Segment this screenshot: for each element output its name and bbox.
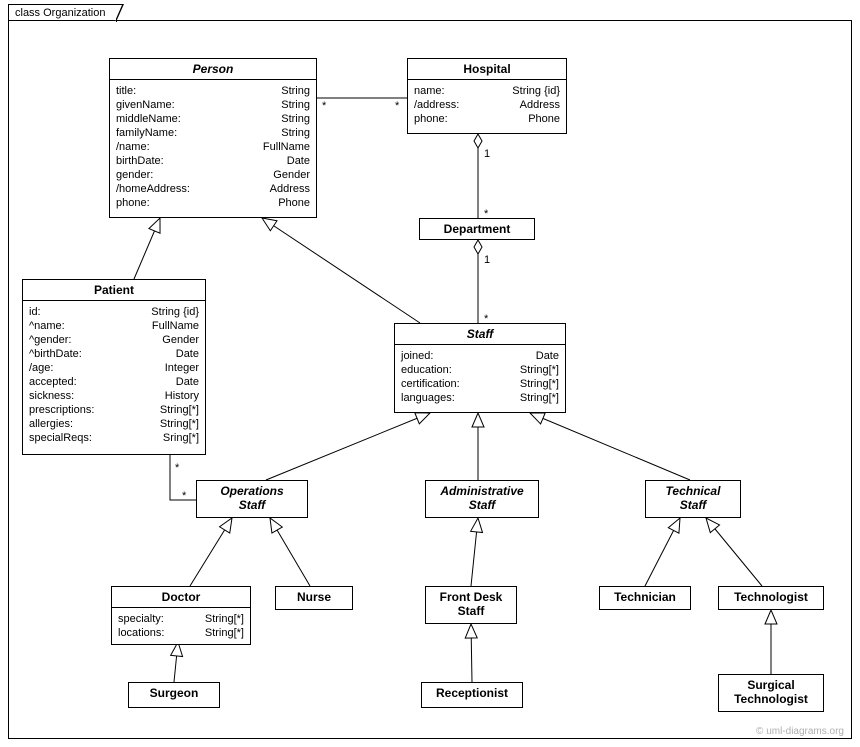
multiplicity-label: * — [175, 462, 179, 474]
multiplicity-label: * — [322, 100, 326, 112]
class-technician: Technician — [599, 586, 691, 610]
class-attrs: title:StringgivenName:StringmiddleName:S… — [110, 80, 316, 214]
multiplicity-label: * — [484, 313, 488, 325]
class-name: AdministrativeStaff — [426, 481, 538, 515]
attr-row: languages:String[*] — [401, 391, 559, 405]
class-surgeon: Surgeon — [128, 682, 220, 708]
class-name: Receptionist — [422, 683, 522, 703]
class-name: Staff — [395, 324, 565, 344]
class-name: OperationsStaff — [197, 481, 307, 515]
multiplicity-label: * — [395, 100, 399, 112]
class-attrs: id:String {id}^name:FullName^gender:Gend… — [23, 301, 205, 449]
class-technologist: Technologist — [718, 586, 824, 610]
class-name: Doctor — [112, 587, 250, 607]
attr-row: specialty:String[*] — [118, 612, 244, 626]
attr-row: /address:Address — [414, 98, 560, 112]
attr-row: certification:String[*] — [401, 377, 559, 391]
attr-row: prescriptions:String[*] — [29, 403, 199, 417]
attr-row: gender:Gender — [116, 168, 310, 182]
attr-row: /homeAddress:Address — [116, 182, 310, 196]
attr-row: education:String[*] — [401, 363, 559, 377]
attr-row: title:String — [116, 84, 310, 98]
watermark: © uml-diagrams.org — [756, 726, 844, 737]
class-doctor: Doctorspecialty:String[*]locations:Strin… — [111, 586, 251, 645]
class-adminstaff: AdministrativeStaff — [425, 480, 539, 518]
attr-row: phone:Phone — [414, 112, 560, 126]
class-receptionist: Receptionist — [421, 682, 523, 708]
class-person: Persontitle:StringgivenName:Stringmiddle… — [109, 58, 317, 218]
attr-row: phone:Phone — [116, 196, 310, 210]
class-name: TechnicalStaff — [646, 481, 740, 515]
attr-row: specialReqs:Sring[*] — [29, 431, 199, 445]
attr-row: sickness:History — [29, 389, 199, 403]
class-name: Technician — [600, 587, 690, 607]
attr-row: /age:Integer — [29, 361, 199, 375]
attr-row: givenName:String — [116, 98, 310, 112]
class-attrs: joined:Dateeducation:String[*]certificat… — [395, 345, 565, 409]
attr-row: ^name:FullName — [29, 319, 199, 333]
attr-row: familyName:String — [116, 126, 310, 140]
class-staff: Staffjoined:Dateeducation:String[*]certi… — [394, 323, 566, 413]
class-attrs: specialty:String[*]locations:String[*] — [112, 608, 250, 644]
multiplicity-label: 1 — [484, 254, 490, 266]
class-name: Technologist — [719, 587, 823, 607]
class-name: Surgeon — [129, 683, 219, 703]
class-name: SurgicalTechnologist — [719, 675, 823, 709]
multiplicity-label: * — [182, 490, 186, 502]
package-label: class Organization — [15, 7, 106, 19]
class-name: Department — [420, 219, 534, 239]
attr-row: locations:String[*] — [118, 626, 244, 640]
attr-row: middleName:String — [116, 112, 310, 126]
attr-row: allergies:String[*] — [29, 417, 199, 431]
attr-row: id:String {id} — [29, 305, 199, 319]
class-opsstaff: OperationsStaff — [196, 480, 308, 518]
class-nurse: Nurse — [275, 586, 353, 610]
attr-row: name:String {id} — [414, 84, 560, 98]
class-patient: Patientid:String {id}^name:FullName^gend… — [22, 279, 206, 455]
attr-row: ^gender:Gender — [29, 333, 199, 347]
class-name: Hospital — [408, 59, 566, 79]
multiplicity-label: 1 — [484, 148, 490, 160]
class-name: Patient — [23, 280, 205, 300]
class-attrs: name:String {id}/address:Addressphone:Ph… — [408, 80, 566, 130]
class-name: Nurse — [276, 587, 352, 607]
class-frontdesk: Front DeskStaff — [425, 586, 517, 624]
class-name: Front DeskStaff — [426, 587, 516, 621]
class-surgtech: SurgicalTechnologist — [718, 674, 824, 712]
attr-row: accepted:Date — [29, 375, 199, 389]
multiplicity-label: * — [484, 208, 488, 220]
attr-row: birthDate:Date — [116, 154, 310, 168]
class-techstaff: TechnicalStaff — [645, 480, 741, 518]
class-department: Department — [419, 218, 535, 240]
attr-row: joined:Date — [401, 349, 559, 363]
attr-row: /name:FullName — [116, 140, 310, 154]
attr-row: ^birthDate:Date — [29, 347, 199, 361]
diagram-frame: class Organization Persontitle:Stringgiv… — [0, 0, 860, 747]
class-hospital: Hospitalname:String {id}/address:Address… — [407, 58, 567, 134]
class-name: Person — [110, 59, 316, 79]
